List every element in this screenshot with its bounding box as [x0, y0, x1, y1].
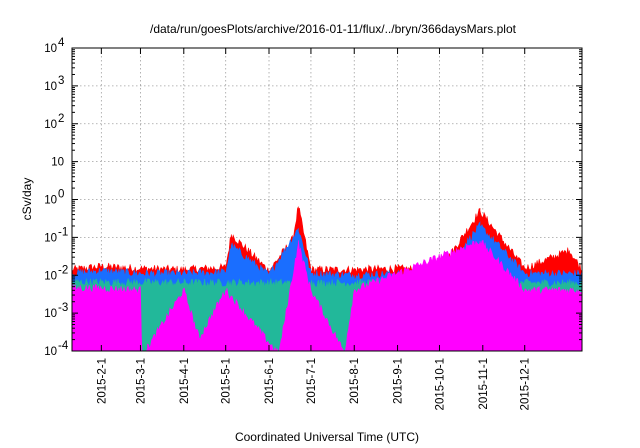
y-tick-label-exponent: 2	[58, 113, 64, 125]
y-tick-label-exponent: -4	[58, 340, 69, 352]
chart-title: /data/run/goesPlots/archive/2016-01-11/f…	[150, 22, 517, 36]
x-tick-label: 2015-3-1	[135, 358, 147, 404]
y-tick-label: 10	[44, 81, 57, 93]
y-tick-label: 10	[44, 232, 57, 244]
plot-series	[72, 206, 582, 351]
y-tick-label: 10	[51, 157, 64, 169]
y-tick-label-exponent: 4	[58, 37, 65, 49]
y-tick-label: 10	[44, 195, 57, 207]
y-tick-label: 10	[44, 43, 57, 55]
y-tick-label: 10	[44, 119, 57, 131]
x-tick-label: 2015-6-1	[264, 358, 276, 404]
y-tick-label-exponent: 3	[58, 75, 64, 87]
y-tick-label: 10	[44, 270, 57, 282]
x-tick-label: 2015-9-1	[393, 358, 405, 404]
x-tick-label: 2015-11-1	[478, 358, 490, 410]
y-tick-label-exponent: -1	[58, 226, 68, 238]
x-tick-label: 2015-7-1	[306, 358, 318, 404]
x-axis: 2015-2-1 2015-3-1 2015-4-1 2015-5-1 2015-6-1…	[96, 48, 532, 410]
x-tick-label: 2015-10-1	[434, 358, 446, 410]
series-band	[72, 240, 582, 351]
y-tick-label: 10	[44, 308, 57, 320]
x-tick-label: 2015-8-1	[349, 358, 361, 404]
y-tick-label: 10	[44, 346, 57, 358]
x-tick-label: 2015-5-1	[221, 358, 233, 404]
x-tick-label: 2015-12-1	[520, 358, 532, 410]
x-tick-label: 2015-2-1	[96, 358, 108, 404]
y-tick-label-exponent: 0	[58, 189, 64, 201]
y-axis-label: cSv/day	[20, 178, 34, 221]
x-axis-label: Coordinated Universal Time (UTC)	[235, 430, 419, 444]
y-tick-label-exponent: -3	[58, 302, 68, 314]
x-tick-label: 2015-4-1	[179, 358, 191, 404]
y-tick-label-exponent: -2	[58, 264, 68, 276]
